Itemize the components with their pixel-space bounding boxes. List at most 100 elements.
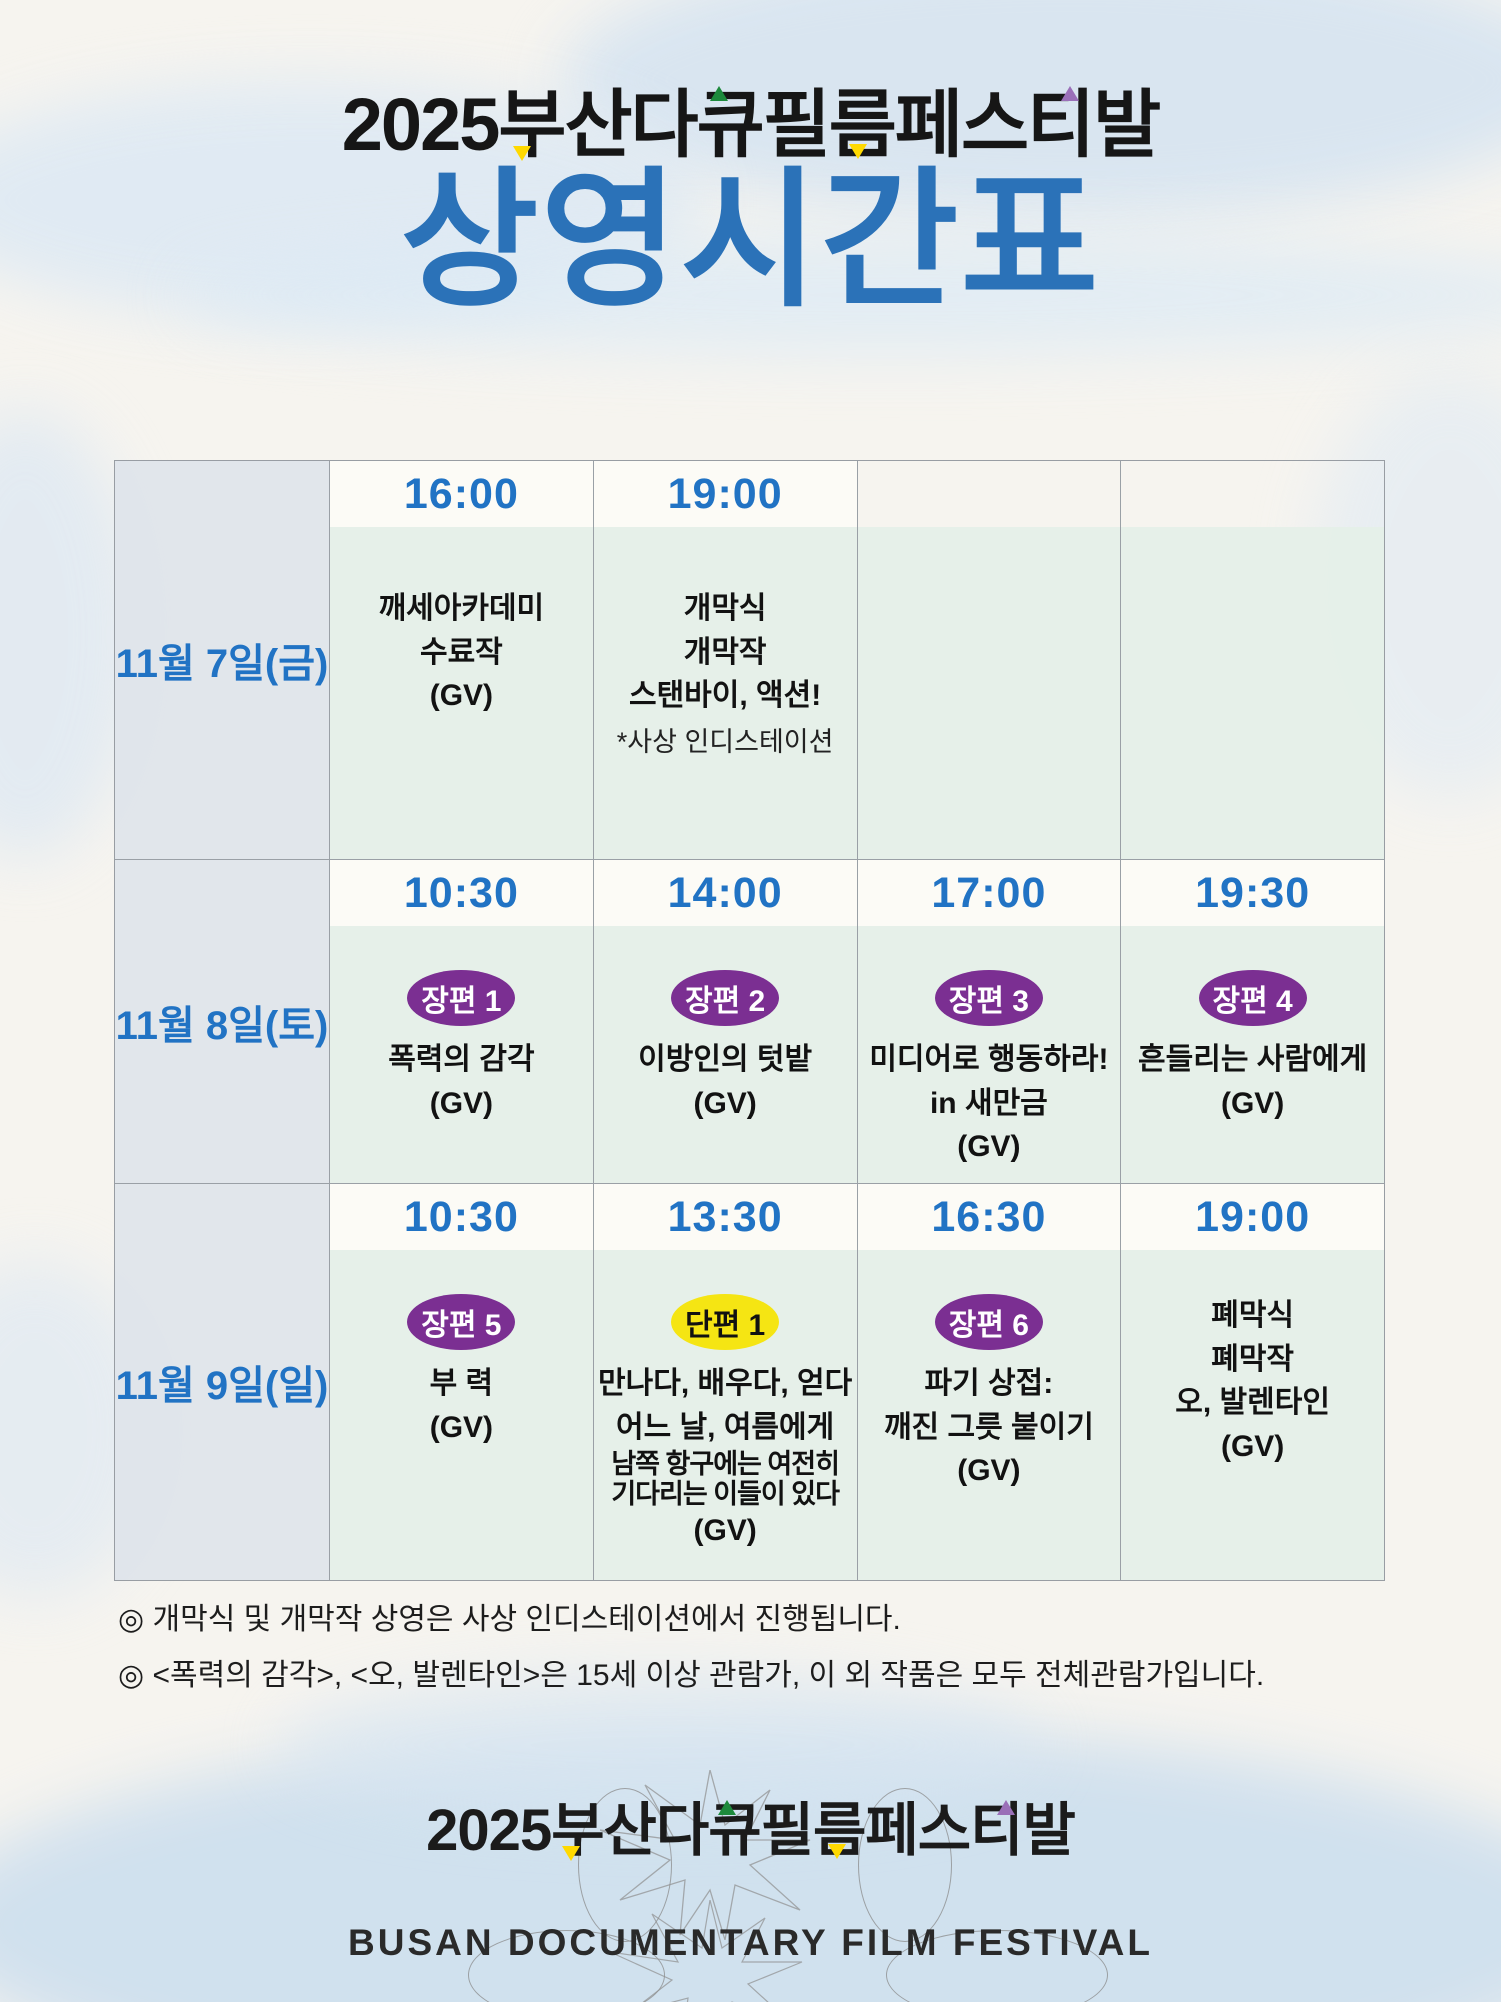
time-band xyxy=(1121,461,1384,527)
screening-title-line-small: 남쪽 항구에는 여전히 xyxy=(611,1449,840,1479)
ellipse-decoration xyxy=(858,1788,952,1942)
festival-logo-text: 2025부산다큐필름페스티발 xyxy=(426,1798,1076,1863)
screening-title-line: 수료작 xyxy=(419,635,503,669)
schedule-cell: 10:30 장편 5 부 력 (GV) xyxy=(329,1184,593,1580)
screening-title-line: (GV) xyxy=(957,1454,1021,1487)
section-badge: 장편 6 xyxy=(934,1294,1043,1350)
time-band: 19:00 xyxy=(593,461,857,527)
screening-title-line: (GV) xyxy=(1220,1429,1285,1463)
screening-info: 장편 3 미디어로 행동하라! in 새만금 (GV) xyxy=(857,926,1121,1183)
time-band: 14:00 xyxy=(593,860,857,926)
section-badge: 단편 1 xyxy=(671,1294,780,1350)
triangle-decoration-yellow xyxy=(828,1844,847,1859)
time-band: 19:30 xyxy=(1121,860,1384,926)
triangle-decoration-green xyxy=(718,1800,737,1815)
screening-title-line: (GV) xyxy=(429,679,494,712)
watercolor-wash xyxy=(180,235,1501,355)
time-band: 10:30 xyxy=(330,860,593,926)
screening-title-line: 만나다, 배우다, 얻다 xyxy=(598,1367,853,1400)
footnote-rating: ◎ <폭력의 감각>, <오, 발렌타인>은 15세 이상 관람가, 이 외 작… xyxy=(118,1658,1265,1692)
day-cell: 11월 7일(금) xyxy=(115,461,329,859)
screening-time: 19:30 xyxy=(1195,868,1311,917)
section-badge: 장편 1 xyxy=(407,970,516,1026)
screening-info: 장편 6 파기 상접: 깨진 그릇 붙이기 (GV) xyxy=(857,1250,1121,1580)
screening-title-line: (GV) xyxy=(429,1410,494,1444)
footnote-venue: ◎ 개막식 및 개막작 상영은 사상 인디스테이션에서 진행됩니다. xyxy=(118,1603,901,1636)
schedule-cell xyxy=(856,461,1121,859)
schedule-cell: 16:30 장편 6 파기 상접: 깨진 그릇 붙이기 (GV) xyxy=(856,1184,1121,1580)
screening-title-line: 이방인의 텃밭 xyxy=(638,1043,813,1076)
section-badge: 장편 3 xyxy=(934,970,1043,1026)
screening-title-line: (GV) xyxy=(957,1130,1021,1163)
starburst-decoration xyxy=(610,1900,803,2002)
screening-info: 장편 2 이방인의 텃밭 (GV) xyxy=(593,926,857,1183)
day-cell: 11월 8일(토) xyxy=(115,860,329,1183)
venue-note: *사상 인디스테이션 xyxy=(616,726,834,757)
screening-title-line: 개막식 xyxy=(683,592,767,625)
festival-logo-english: BUSAN DOCUMENTARY FILM FESTIVAL xyxy=(348,1922,1153,1963)
screening-info: 장편 1 폭력의 감각 (GV) xyxy=(330,926,593,1183)
screening-title-line: 오, 발렌타인 xyxy=(1175,1386,1330,1419)
day-label: 11월 7일(금) xyxy=(115,642,329,686)
screening-title-line: 폭력의 감각 xyxy=(388,1043,535,1076)
screening-time: 19:00 xyxy=(667,469,783,518)
page-title: 상영시간표 xyxy=(400,156,1101,324)
day-label: 11월 9일(일) xyxy=(115,1364,329,1408)
screening-title-line: (GV) xyxy=(1220,1086,1285,1120)
day-cell: 11월 9일(일) xyxy=(115,1184,329,1580)
screening-title-line: 폐막식 xyxy=(1211,1299,1295,1332)
schedule-cell: 19:30 장편 4 흔들리는 사람에게 (GV) xyxy=(1120,860,1384,1183)
schedule-row: 11월 7일(금) 16:00 깨세아카데미 수료작 (GV) 19:00 개막식 개막작 스탠… xyxy=(115,461,1384,859)
triangle-decoration-purple xyxy=(996,1800,1015,1815)
screening-title-line: (GV) xyxy=(693,1086,757,1120)
schedule-cell: 10:30 장편 1 폭력의 감각 (GV) xyxy=(329,860,593,1183)
screening-info: 개막식 개막작 스탠바이, 액션! *사상 인디스테이션 xyxy=(593,527,857,859)
festival-logo-header: 2025부산다큐필름페스티발 xyxy=(0,86,1501,162)
screening-info xyxy=(1121,527,1384,859)
schedule-cell xyxy=(1120,461,1384,859)
screening-title-line-small: 기다리는 이들이 있다 xyxy=(611,1479,840,1510)
schedule-cell: 14:00 장편 2 이방인의 텃밭 (GV) xyxy=(592,860,857,1183)
schedule-row: 11월 9일(일) 10:30 장편 5 부 력 (GV) 13:30 단편 1 만나다, 배… xyxy=(115,1183,1384,1580)
triangle-decoration-green xyxy=(709,86,728,101)
festival-logo-footer: 2025부산다큐필름페스티발 xyxy=(0,1800,1501,1861)
screening-time: 16:00 xyxy=(403,469,519,518)
screening-time: 16:30 xyxy=(931,1192,1047,1241)
triangle-decoration-yellow xyxy=(513,146,532,161)
time-band: 16:00 xyxy=(330,461,593,527)
screening-info xyxy=(857,527,1121,859)
starburst-decoration xyxy=(600,1770,811,1940)
screening-gv-line: (GV) xyxy=(693,1514,757,1548)
section-badge: 장편 5 xyxy=(407,1294,516,1350)
screening-title-line: 어느 날, 여름에게 xyxy=(616,1410,835,1444)
screening-title-line: 개막작 xyxy=(683,635,767,669)
screening-time: 10:30 xyxy=(403,1192,519,1241)
schedule-table: 11월 7일(금) 16:00 깨세아카데미 수료작 (GV) 19:00 개막식 개막작 스탠… xyxy=(114,460,1385,1581)
section-badge: 장편 4 xyxy=(1198,970,1307,1026)
screening-time: 14:00 xyxy=(667,868,783,917)
screening-title-line: 폐막작 xyxy=(1211,1342,1295,1376)
screening-info: 장편 5 부 력 (GV) xyxy=(330,1250,593,1580)
festival-logo-text: 2025부산다큐필름페스티발 xyxy=(341,83,1161,166)
screening-title-line: 미디어로 행동하라! xyxy=(869,1043,1109,1076)
day-label: 11월 8일(토) xyxy=(115,1003,329,1048)
time-band xyxy=(858,461,1121,527)
triangle-decoration-purple xyxy=(1061,86,1080,101)
time-band: 13:30 xyxy=(593,1184,857,1250)
screening-title-line: (GV) xyxy=(429,1086,494,1120)
screening-time: 10:30 xyxy=(403,868,519,917)
screening-time: 19:00 xyxy=(1195,1192,1311,1241)
screening-title-line: 파기 상접: xyxy=(924,1367,1054,1400)
time-band: 17:00 xyxy=(857,860,1121,926)
screening-title-line: in 새만금 xyxy=(929,1086,1048,1120)
screening-time: 17:00 xyxy=(931,868,1047,917)
triangle-decoration-yellow xyxy=(848,144,867,159)
screening-title-line: 깨세아카데미 xyxy=(378,592,545,625)
triangle-decoration-yellow xyxy=(562,1846,581,1861)
screening-title-line: 깨진 그릇 붙이기 xyxy=(883,1410,1094,1444)
